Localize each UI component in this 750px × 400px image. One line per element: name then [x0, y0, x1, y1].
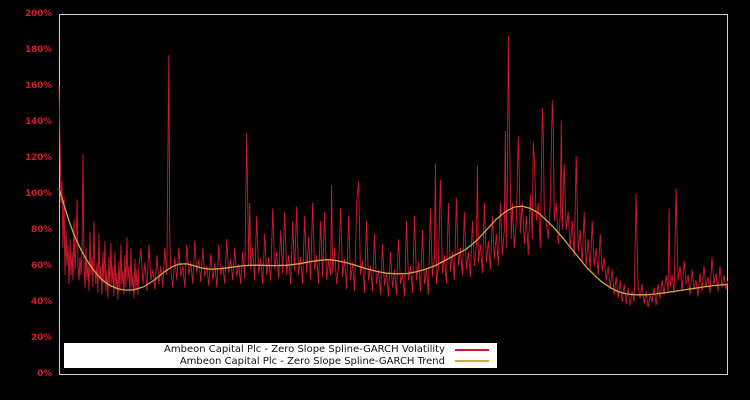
- legend-item-trend: Ambeon Capital Plc - Zero Slope Spline-G…: [68, 356, 491, 368]
- chart-legend: Ambeon Capital Plc - Zero Slope Spline-G…: [64, 343, 497, 368]
- y-tick-label: 60%: [31, 261, 52, 271]
- legend-item-volatility: Ambeon Capital Plc - Zero Slope Spline-G…: [68, 344, 491, 356]
- y-tick-label: 40%: [31, 297, 52, 307]
- legend-line-trend-icon: [455, 360, 489, 363]
- y-tick-label: 200%: [24, 9, 52, 19]
- y-tick-label: 20%: [31, 333, 52, 343]
- trend-series-line: [58, 188, 729, 296]
- legend-label-volatility: Ambeon Capital Plc - Zero Slope Spline-G…: [164, 344, 445, 356]
- plot-border: [59, 14, 728, 375]
- y-tick-label: 80%: [31, 225, 52, 235]
- y-tick-label: 120%: [24, 153, 52, 163]
- y-tick-label: 0%: [37, 369, 52, 379]
- y-tick-label: 160%: [24, 81, 52, 91]
- y-tick-label: 180%: [24, 45, 52, 55]
- y-tick-label: 100%: [24, 189, 52, 199]
- y-tick-label: 140%: [24, 117, 52, 127]
- legend-line-volatility-icon: [455, 348, 489, 351]
- volatility-series-line: [58, 35, 729, 308]
- legend-label-trend: Ambeon Capital Plc - Zero Slope Spline-G…: [179, 355, 445, 367]
- y-axis-labels: 0% 20% 40% 60% 80% 100% 120% 140% 160% 180% 200%: [0, 0, 52, 400]
